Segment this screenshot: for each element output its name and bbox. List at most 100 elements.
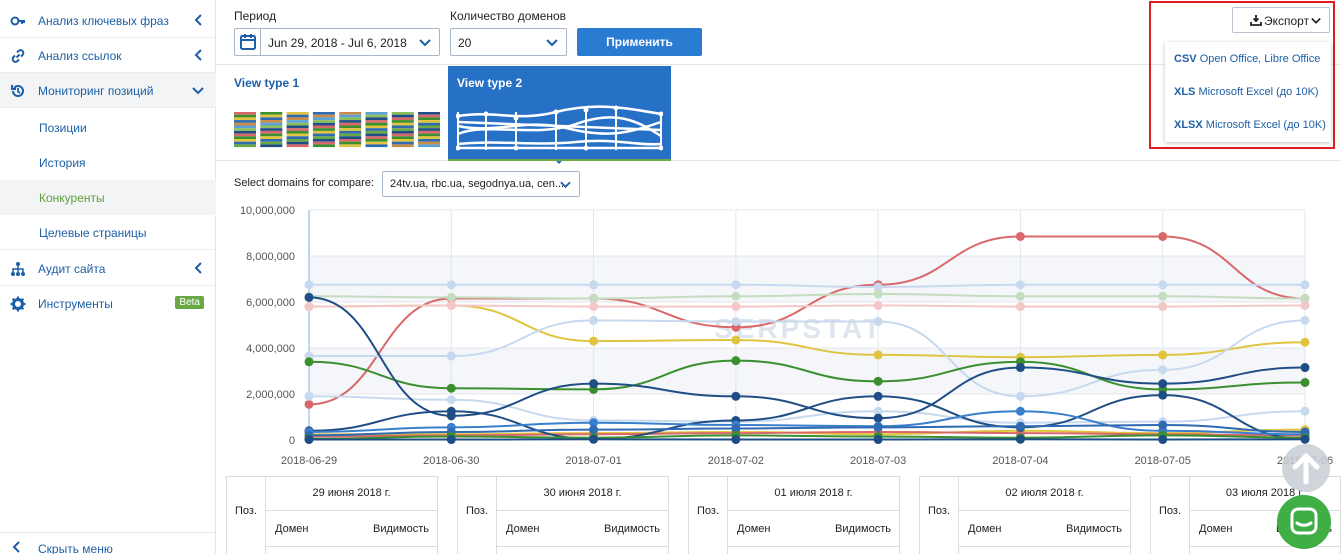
data-point[interactable] (1158, 350, 1168, 360)
data-point[interactable] (1158, 435, 1168, 445)
data-point[interactable] (873, 300, 883, 310)
visibility-line-chart[interactable]: SERPSTAT 0 2,000,000 4,000,000 6,000,000 8,0… (216, 196, 1341, 471)
position-header[interactable]: Поз. (458, 477, 497, 554)
visibility-header[interactable]: Видимость (373, 523, 429, 535)
compare-domains-select[interactable]: 24tv.ua, rbc.ua, segodnya.ua, cen... (382, 171, 580, 197)
data-point[interactable] (1015, 280, 1025, 290)
data-point[interactable] (1300, 315, 1310, 325)
view-type-2-tab[interactable]: View type 2 (448, 66, 671, 160)
data-point[interactable] (1015, 291, 1025, 301)
data-point[interactable] (589, 434, 599, 444)
data-point[interactable] (1300, 434, 1310, 444)
visibility-header[interactable]: Видимость (604, 523, 660, 535)
data-point[interactable] (589, 294, 599, 304)
sidebar-subitem-target-pages[interactable]: Целевые страницы (0, 215, 216, 250)
data-point[interactable] (589, 280, 599, 290)
view-type-1-thumbnail[interactable] (234, 110, 441, 148)
data-point[interactable] (446, 435, 456, 445)
data-point[interactable] (873, 435, 883, 445)
domain-header[interactable]: Домен (275, 523, 309, 535)
data-point[interactable] (1300, 406, 1310, 416)
scroll-to-top-button[interactable] (1282, 444, 1330, 492)
data-point[interactable] (1015, 406, 1025, 416)
data-point[interactable] (446, 406, 456, 416)
data-point[interactable] (304, 435, 314, 445)
series-line[interactable] (308, 394, 1306, 440)
domain-header[interactable]: Домен (1199, 523, 1233, 535)
data-point[interactable] (731, 280, 741, 290)
data-point[interactable] (304, 280, 314, 290)
data-point[interactable] (1300, 300, 1310, 310)
data-point[interactable] (1300, 337, 1310, 347)
data-point[interactable] (1158, 390, 1168, 400)
data-point[interactable] (873, 406, 883, 416)
series-line[interactable] (308, 424, 1306, 437)
data-point[interactable] (873, 376, 883, 386)
domains-count-select[interactable]: 20 (450, 28, 567, 56)
data-point[interactable] (731, 291, 741, 301)
data-point[interactable] (731, 424, 741, 433)
data-point[interactable] (589, 336, 599, 346)
data-point[interactable] (446, 395, 456, 405)
apply-button[interactable]: Применить (577, 28, 702, 56)
data-point[interactable] (1300, 294, 1310, 304)
data-point[interactable] (1158, 291, 1168, 301)
data-point[interactable] (446, 292, 456, 302)
data-point[interactable] (731, 335, 741, 345)
sidebar-subitem-positions[interactable]: Позиции (0, 110, 216, 145)
domain-header[interactable]: Домен (737, 523, 771, 535)
data-point[interactable] (873, 350, 883, 360)
data-point[interactable] (873, 289, 883, 299)
series-line[interactable] (308, 304, 1306, 359)
sidebar-subitem-competitors[interactable]: Конкуренты (0, 180, 216, 215)
data-point[interactable] (1015, 363, 1025, 373)
series-line[interactable] (309, 319, 1306, 398)
data-point[interactable] (1158, 302, 1168, 312)
data-point[interactable] (1015, 302, 1025, 312)
export-xlsx-option[interactable]: XLSX Microsoft Excel (до 10K) (1174, 119, 1326, 131)
series-line[interactable] (308, 410, 1306, 436)
sidebar-item-keyword-analysis[interactable]: Анализ ключевых фраз (0, 3, 216, 38)
data-point[interactable] (731, 302, 741, 312)
data-point[interactable] (446, 383, 456, 393)
data-point[interactable] (589, 418, 599, 428)
visibility-header[interactable]: Видимость (835, 523, 891, 535)
export-button[interactable]: Экспорт (1232, 7, 1330, 33)
series-line[interactable] (308, 292, 1306, 300)
data-point[interactable] (873, 317, 883, 327)
hide-menu-button[interactable]: Скрыть меню (0, 532, 216, 554)
data-point[interactable] (1015, 231, 1025, 241)
series-line[interactable] (309, 283, 1305, 289)
data-point[interactable] (731, 435, 741, 445)
sidebar-item-rank-monitoring[interactable]: Мониторинг позиций (0, 73, 216, 108)
domain-header[interactable]: Домен (968, 523, 1002, 535)
series-line[interactable] (308, 304, 1306, 308)
visibility-header[interactable]: Видимость (1066, 523, 1122, 535)
data-point[interactable] (873, 422, 883, 432)
data-point[interactable] (1015, 421, 1025, 431)
data-point[interactable] (304, 292, 314, 302)
data-point[interactable] (731, 356, 741, 366)
data-point[interactable] (589, 315, 599, 325)
data-point[interactable] (1300, 378, 1310, 387)
data-point[interactable] (304, 399, 314, 409)
position-header[interactable]: Поз. (1151, 477, 1190, 554)
data-point[interactable] (446, 280, 456, 290)
chat-button[interactable] (1277, 495, 1331, 549)
data-point[interactable] (304, 357, 314, 367)
data-point[interactable] (589, 379, 599, 389)
data-point[interactable] (1015, 391, 1025, 401)
sidebar-subitem-history[interactable]: История (0, 145, 216, 180)
data-point[interactable] (873, 282, 883, 292)
data-point[interactable] (1158, 365, 1168, 375)
data-point[interactable] (1300, 280, 1310, 290)
sidebar-item-link-analysis[interactable]: Анализ ссылок (0, 38, 216, 73)
data-point[interactable] (731, 317, 741, 327)
series-line[interactable] (308, 359, 1306, 391)
period-date-picker[interactable]: Jun 29, 2018 - Jul 6, 2018 (234, 28, 440, 56)
position-header[interactable]: Поз. (227, 477, 266, 554)
data-point[interactable] (304, 302, 314, 312)
view-type-1-tab[interactable]: View type 1 (234, 76, 300, 90)
series-line[interactable] (308, 430, 1306, 438)
series-line[interactable] (308, 428, 1306, 436)
